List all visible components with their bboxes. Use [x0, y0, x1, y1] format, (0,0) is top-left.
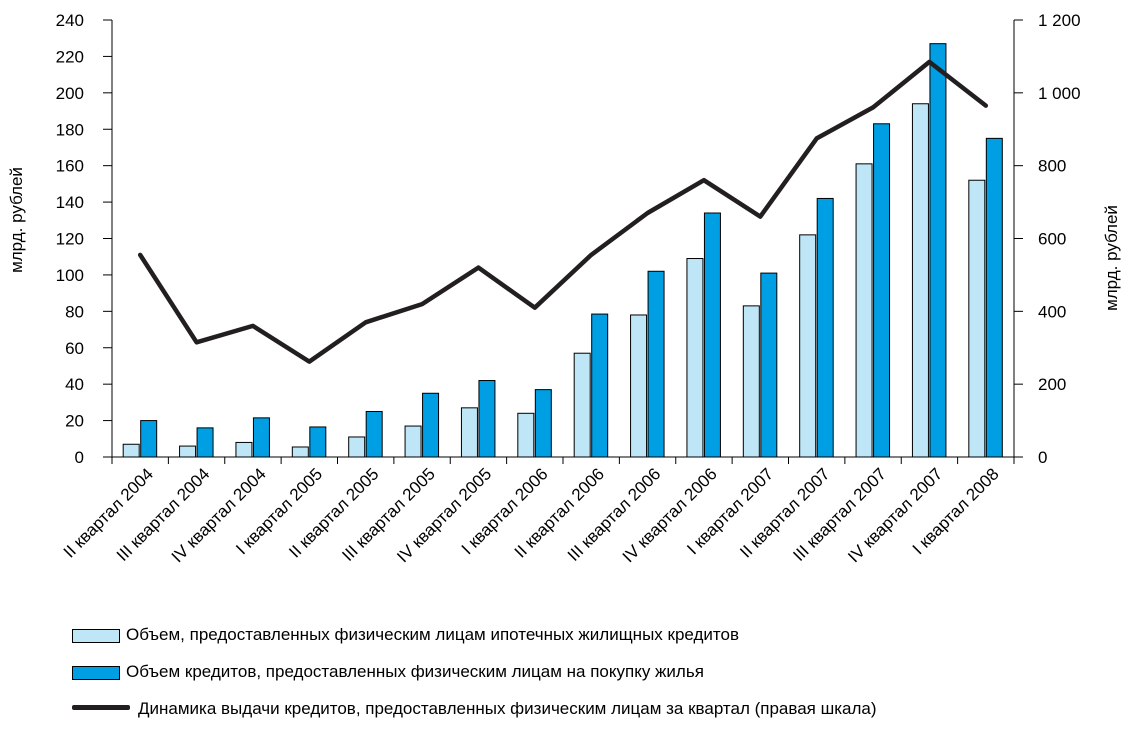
- x-tick-label: IV квартал 2004: [168, 464, 270, 566]
- legend-swatch-dynamics: [72, 705, 130, 710]
- legend-label-dynamics: Динамика выдачи кредитов, предоставленны…: [138, 699, 877, 718]
- left-tick-label: 100: [56, 266, 84, 285]
- legend-label-housing: Объем кредитов, предоставленных физическ…: [126, 662, 704, 681]
- bar-housing: [647, 270, 665, 458]
- right-tick-label: 1 000: [1038, 84, 1081, 103]
- bar-housing: [703, 212, 721, 458]
- right-tick-label: 400: [1038, 302, 1066, 321]
- x-tick-label: IV квартал 2006: [619, 464, 721, 566]
- bar-housing: [252, 417, 270, 458]
- bar-mortgage: [122, 443, 140, 458]
- bar-mortgage: [460, 407, 478, 458]
- legend-label-mortgage: Объем, предоставленных физическим лицам …: [126, 625, 739, 644]
- bar-housing: [873, 123, 891, 458]
- bar-housing: [478, 380, 496, 458]
- legend-swatch-housing: [72, 666, 120, 680]
- bar-housing: [365, 410, 383, 458]
- bar-mortgage: [573, 352, 591, 458]
- bar-mortgage: [235, 441, 253, 458]
- bar-mortgage: [404, 425, 422, 458]
- bar-housing: [929, 43, 947, 458]
- bar-mortgage: [855, 163, 873, 458]
- bar-housing: [196, 427, 214, 458]
- right-tick-label: 1 200: [1038, 11, 1081, 30]
- bar-mortgage: [968, 179, 986, 458]
- bar-housing: [760, 272, 778, 458]
- bar-housing: [591, 313, 609, 458]
- right-tick-label: 0: [1038, 448, 1047, 467]
- right-axis-title: млрд. рублей: [1102, 205, 1121, 311]
- series-line-credit-dynamics: [137, 59, 989, 364]
- x-tick-label: IV квартал 2007: [844, 464, 946, 566]
- bar-mortgage: [911, 103, 929, 458]
- left-tick-label: 60: [65, 339, 84, 358]
- bar-mortgage: [291, 446, 309, 458]
- left-tick-label: 140: [56, 193, 84, 212]
- bar-housing: [140, 420, 158, 458]
- bar-groups: [122, 43, 1003, 458]
- left-axis-title: млрд. рублей: [7, 167, 26, 273]
- legend-swatch-mortgage: [72, 629, 120, 643]
- bar-mortgage: [517, 412, 535, 458]
- bar-housing: [422, 392, 440, 458]
- bar-mortgage: [630, 314, 648, 458]
- bar-mortgage: [348, 436, 366, 458]
- left-tick-label: 120: [56, 230, 84, 249]
- right-axis-ticks: 0 200 400 600 800 1 000 1 200: [1014, 11, 1081, 467]
- left-tick-label: 20: [65, 412, 84, 431]
- left-tick-label: 220: [56, 47, 84, 66]
- left-tick-label: 80: [65, 302, 84, 321]
- right-tick-label: 600: [1038, 230, 1066, 249]
- bar-housing: [985, 137, 1003, 458]
- left-tick-label: 0: [75, 448, 84, 467]
- left-tick-label: 240: [56, 11, 84, 30]
- right-tick-label: 800: [1038, 157, 1066, 176]
- bar-mortgage: [686, 258, 704, 458]
- left-tick-label: 40: [65, 375, 84, 394]
- left-tick-label: 200: [56, 84, 84, 103]
- bar-housing: [309, 426, 327, 458]
- left-tick-label: 180: [56, 120, 84, 139]
- bar-housing: [816, 197, 834, 458]
- bar-housing: [534, 389, 552, 458]
- left-tick-label: 160: [56, 157, 84, 176]
- bar-mortgage: [179, 445, 197, 458]
- combo-chart: 0 20 40 60 80 100 120 140 160 180 200 220 240 0 200 40…: [7, 11, 1121, 566]
- bar-mortgage: [799, 234, 817, 458]
- left-axis-ticks: 0 20 40 60 80 100 120 140 160 180 200 220 240: [56, 11, 112, 467]
- bar-mortgage: [742, 305, 760, 458]
- x-tick-label: IV квартал 2005: [393, 464, 495, 566]
- right-tick-label: 200: [1038, 375, 1066, 394]
